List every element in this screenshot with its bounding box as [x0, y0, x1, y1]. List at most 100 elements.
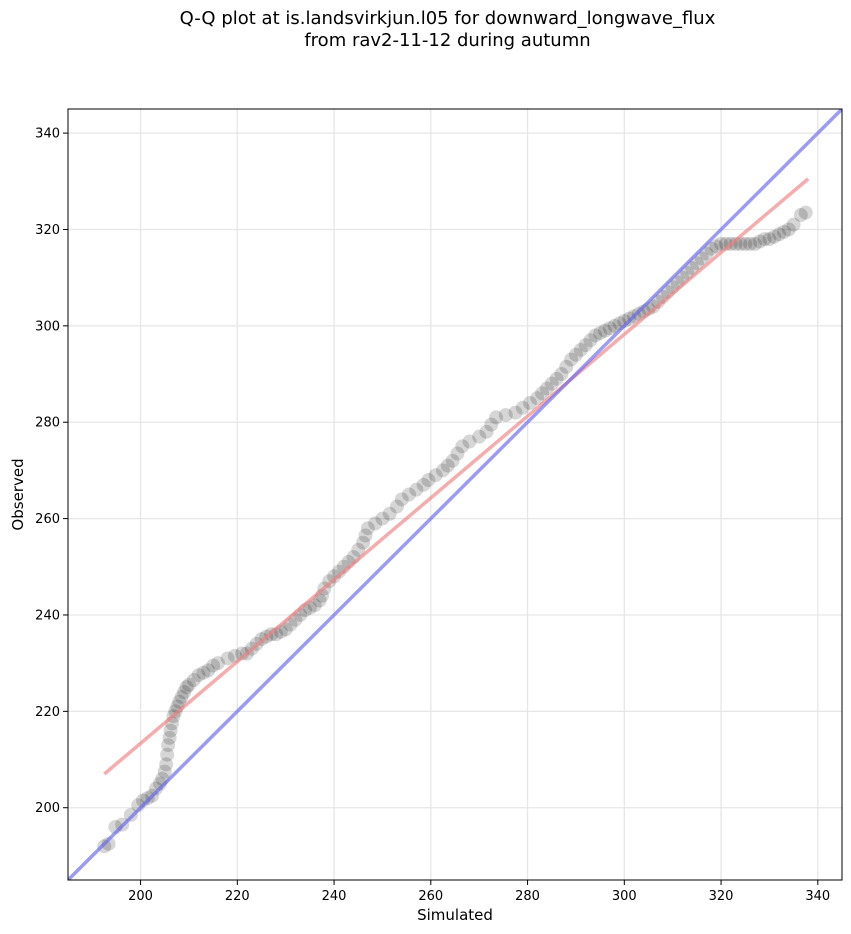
- qq-point: [728, 236, 743, 251]
- qq-point: [515, 400, 530, 415]
- qq-point: [351, 542, 366, 557]
- qq-point: [694, 251, 709, 266]
- qq-point: [177, 685, 192, 700]
- points-layer: [97, 205, 813, 854]
- qq-point: [356, 535, 371, 550]
- y-tick-label: 300: [35, 319, 60, 334]
- x-tick-label: 260: [418, 889, 443, 904]
- ticks-layer: 200 220 240 260 280 300 320 340 200 220 240 260 280 3…: [35, 127, 830, 904]
- qq-point: [160, 747, 175, 762]
- x-tick-label: 240: [322, 889, 347, 904]
- qq-point: [149, 781, 164, 796]
- qq-point: [544, 376, 559, 391]
- qq-point: [159, 757, 174, 772]
- y-tick-label: 200: [35, 801, 60, 816]
- qq-point: [368, 516, 383, 531]
- qq-point: [179, 680, 194, 695]
- qq-point: [472, 429, 487, 444]
- qq-point: [593, 326, 608, 341]
- qq-point: [428, 468, 443, 483]
- qq-point: [181, 677, 196, 692]
- qq-point: [539, 381, 554, 396]
- qq-point: [743, 236, 758, 251]
- qq-point: [235, 646, 250, 661]
- qq-point: [786, 217, 801, 232]
- qq-point: [479, 424, 494, 439]
- qq-point: [646, 299, 661, 314]
- qq-point: [382, 506, 397, 521]
- qq-point: [559, 359, 574, 374]
- qq-point: [389, 499, 404, 514]
- x-tick-label: 220: [225, 889, 250, 904]
- qq-point: [421, 473, 436, 488]
- x-axis-label: Simulated: [417, 906, 493, 924]
- qq-point: [767, 229, 782, 244]
- fit-line: [103, 177, 810, 776]
- chart-title-line-2: from rav2-11-12 during autumn: [304, 30, 591, 51]
- y-tick-label: 260: [35, 512, 60, 527]
- qq-point: [568, 347, 583, 362]
- chart-title: Q-Q plot at is.landsvirkjun.l05 for down…: [0, 8, 851, 52]
- y-tick-label: 280: [35, 416, 60, 431]
- x-tick-label: 200: [128, 889, 153, 904]
- qq-point: [402, 487, 417, 502]
- y-tick-label: 240: [35, 608, 60, 623]
- qq-point: [757, 232, 772, 247]
- qq-point: [549, 371, 564, 386]
- qq-point: [327, 569, 342, 584]
- qq-point: [498, 407, 513, 422]
- plot-frame: [67, 108, 843, 881]
- x-tick-label: 280: [515, 889, 540, 904]
- qq-point: [689, 256, 704, 271]
- qq-point: [210, 656, 225, 671]
- x-tick-label: 320: [709, 889, 734, 904]
- qq-point: [455, 439, 470, 454]
- qq-point: [747, 236, 762, 251]
- qq-point: [752, 234, 767, 249]
- qq-point: [196, 665, 211, 680]
- qq-point: [409, 482, 424, 497]
- qq-point: [435, 463, 450, 478]
- qq-point: [772, 227, 787, 242]
- qq-point: [597, 323, 612, 338]
- qq-point: [776, 224, 791, 239]
- identity-line: [68, 109, 842, 880]
- qq-point: [588, 328, 603, 343]
- qq-point: [450, 446, 465, 461]
- qq-point: [157, 764, 172, 779]
- qq-point: [220, 651, 235, 666]
- qq-point: [685, 261, 700, 276]
- qq-point: [699, 246, 714, 261]
- qq-point: [375, 511, 390, 526]
- qq-point: [651, 294, 666, 309]
- qq-point: [554, 367, 569, 382]
- y-tick-label: 220: [35, 705, 60, 720]
- qq-point: [530, 391, 545, 406]
- y-axis-label: Observed: [9, 458, 27, 530]
- qq-point: [358, 528, 373, 543]
- y-tick-label: 320: [35, 223, 60, 238]
- qq-point: [307, 598, 322, 613]
- qq-point: [798, 205, 813, 220]
- qq-point: [484, 417, 499, 432]
- x-tick-label: 300: [612, 889, 637, 904]
- qq-point: [101, 836, 116, 851]
- qq-point: [522, 395, 537, 410]
- grid-layer: [68, 109, 842, 880]
- qq-point: [445, 453, 460, 468]
- qq-point: [793, 208, 808, 223]
- qq-point: [278, 622, 293, 637]
- qq-point: [162, 730, 177, 745]
- qq-point: [161, 738, 176, 753]
- qq-point: [331, 564, 346, 579]
- qq-point: [360, 521, 375, 536]
- qq-point: [564, 352, 579, 367]
- qq-point: [201, 663, 216, 678]
- qq-point: [578, 338, 593, 353]
- y-tick-label: 340: [35, 127, 60, 142]
- chart-title-line-1: Q-Q plot at is.landsvirkjun.l05 for down…: [179, 8, 716, 29]
- qq-point: [489, 410, 504, 425]
- qq-point: [704, 241, 719, 256]
- reference-lines-layer: [68, 109, 842, 880]
- qq-point: [781, 222, 796, 237]
